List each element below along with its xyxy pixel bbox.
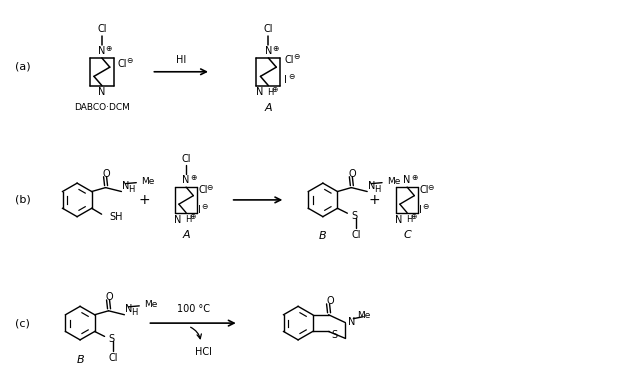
- Text: ⊕: ⊕: [272, 44, 279, 53]
- Text: O: O: [106, 292, 113, 302]
- Text: Cl: Cl: [118, 59, 127, 69]
- Text: ⊕: ⊕: [411, 173, 417, 182]
- Text: H: H: [374, 185, 381, 194]
- Text: O: O: [103, 169, 111, 179]
- Text: ⊖: ⊖: [288, 72, 294, 81]
- Text: N: N: [174, 215, 181, 224]
- Text: N: N: [395, 215, 402, 224]
- Text: O: O: [327, 296, 334, 306]
- Text: DABCO·DCM: DABCO·DCM: [74, 103, 130, 112]
- Text: HCl: HCl: [195, 347, 211, 357]
- Text: ⊕: ⊕: [190, 173, 197, 182]
- Text: ⊕: ⊕: [106, 44, 112, 53]
- Text: Me: Me: [144, 300, 158, 309]
- Text: H: H: [132, 308, 138, 317]
- Text: +: +: [138, 193, 150, 207]
- Text: C: C: [403, 231, 411, 240]
- Text: ⊖: ⊖: [127, 57, 133, 65]
- Text: +: +: [368, 193, 380, 207]
- Text: N: N: [404, 175, 411, 185]
- Text: (a): (a): [15, 62, 30, 72]
- Text: N: N: [122, 181, 130, 191]
- Text: B: B: [319, 231, 327, 241]
- Text: ⊖: ⊖: [423, 202, 429, 211]
- Text: H: H: [268, 88, 274, 97]
- Text: ⊕: ⊕: [410, 212, 417, 221]
- Text: (b): (b): [15, 195, 30, 205]
- Text: HI: HI: [176, 55, 186, 65]
- Text: O: O: [349, 169, 356, 179]
- Text: H: H: [185, 215, 192, 224]
- Text: S: S: [352, 211, 357, 221]
- Text: I: I: [198, 205, 201, 215]
- Text: A: A: [182, 231, 190, 240]
- Text: ⊖: ⊖: [428, 183, 434, 192]
- Text: S: S: [331, 330, 337, 341]
- Text: 100 °C: 100 °C: [177, 304, 210, 314]
- Text: Cl: Cl: [284, 55, 294, 65]
- Text: N: N: [265, 46, 272, 56]
- Text: ⊖: ⊖: [293, 53, 299, 62]
- Text: B: B: [76, 354, 84, 365]
- Text: SH: SH: [109, 212, 123, 222]
- Text: (c): (c): [15, 318, 30, 328]
- Text: Cl: Cl: [181, 154, 191, 164]
- Text: I: I: [419, 205, 422, 215]
- Text: Cl: Cl: [264, 24, 273, 34]
- Text: ⊖: ⊖: [206, 183, 213, 192]
- Text: ⊖: ⊖: [201, 202, 208, 211]
- Text: Me: Me: [387, 177, 400, 186]
- Text: N: N: [368, 181, 376, 191]
- Text: N: N: [256, 87, 263, 98]
- Text: H: H: [129, 185, 135, 194]
- Text: Me: Me: [357, 311, 371, 320]
- Text: Cl: Cl: [109, 353, 118, 363]
- Text: Cl: Cl: [97, 24, 107, 34]
- Text: Me: Me: [142, 177, 154, 186]
- Text: ⊕: ⊕: [189, 212, 195, 221]
- Text: I: I: [284, 75, 287, 85]
- Text: ⊕: ⊕: [271, 85, 277, 94]
- Text: A: A: [265, 103, 272, 113]
- Text: H: H: [406, 215, 412, 224]
- Text: N: N: [98, 46, 106, 56]
- Text: N: N: [98, 87, 106, 98]
- Text: N: N: [349, 317, 356, 327]
- Text: N: N: [182, 175, 190, 185]
- Text: S: S: [109, 334, 115, 344]
- Text: N: N: [125, 304, 133, 314]
- Text: Cl: Cl: [419, 185, 428, 195]
- Text: Cl: Cl: [352, 230, 361, 240]
- Text: Cl: Cl: [198, 185, 208, 195]
